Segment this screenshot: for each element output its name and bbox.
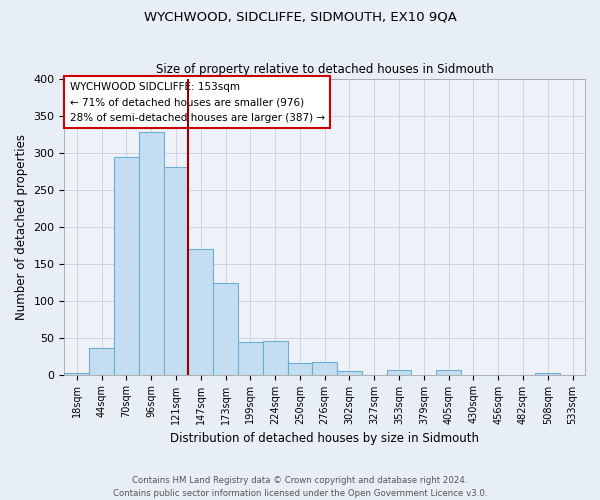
- Bar: [386, 370, 412, 374]
- Bar: [535, 373, 560, 374]
- Bar: [164, 168, 188, 374]
- Bar: [89, 348, 114, 374]
- Bar: [263, 340, 287, 374]
- Bar: [64, 373, 89, 374]
- Bar: [436, 370, 461, 374]
- Y-axis label: Number of detached properties: Number of detached properties: [15, 134, 28, 320]
- Bar: [313, 362, 337, 374]
- Bar: [337, 371, 362, 374]
- Bar: [139, 132, 164, 374]
- Text: WYCHWOOD, SIDCLIFFE, SIDMOUTH, EX10 9QA: WYCHWOOD, SIDCLIFFE, SIDMOUTH, EX10 9QA: [143, 10, 457, 23]
- Bar: [114, 157, 139, 374]
- Text: Contains HM Land Registry data © Crown copyright and database right 2024.
Contai: Contains HM Land Registry data © Crown c…: [113, 476, 487, 498]
- Bar: [287, 362, 313, 374]
- X-axis label: Distribution of detached houses by size in Sidmouth: Distribution of detached houses by size …: [170, 432, 479, 445]
- Bar: [213, 283, 238, 374]
- Title: Size of property relative to detached houses in Sidmouth: Size of property relative to detached ho…: [156, 63, 494, 76]
- Text: WYCHWOOD SIDCLIFFE: 153sqm
← 71% of detached houses are smaller (976)
28% of sem: WYCHWOOD SIDCLIFFE: 153sqm ← 71% of deta…: [70, 82, 325, 122]
- Bar: [238, 342, 263, 374]
- Bar: [188, 249, 213, 374]
